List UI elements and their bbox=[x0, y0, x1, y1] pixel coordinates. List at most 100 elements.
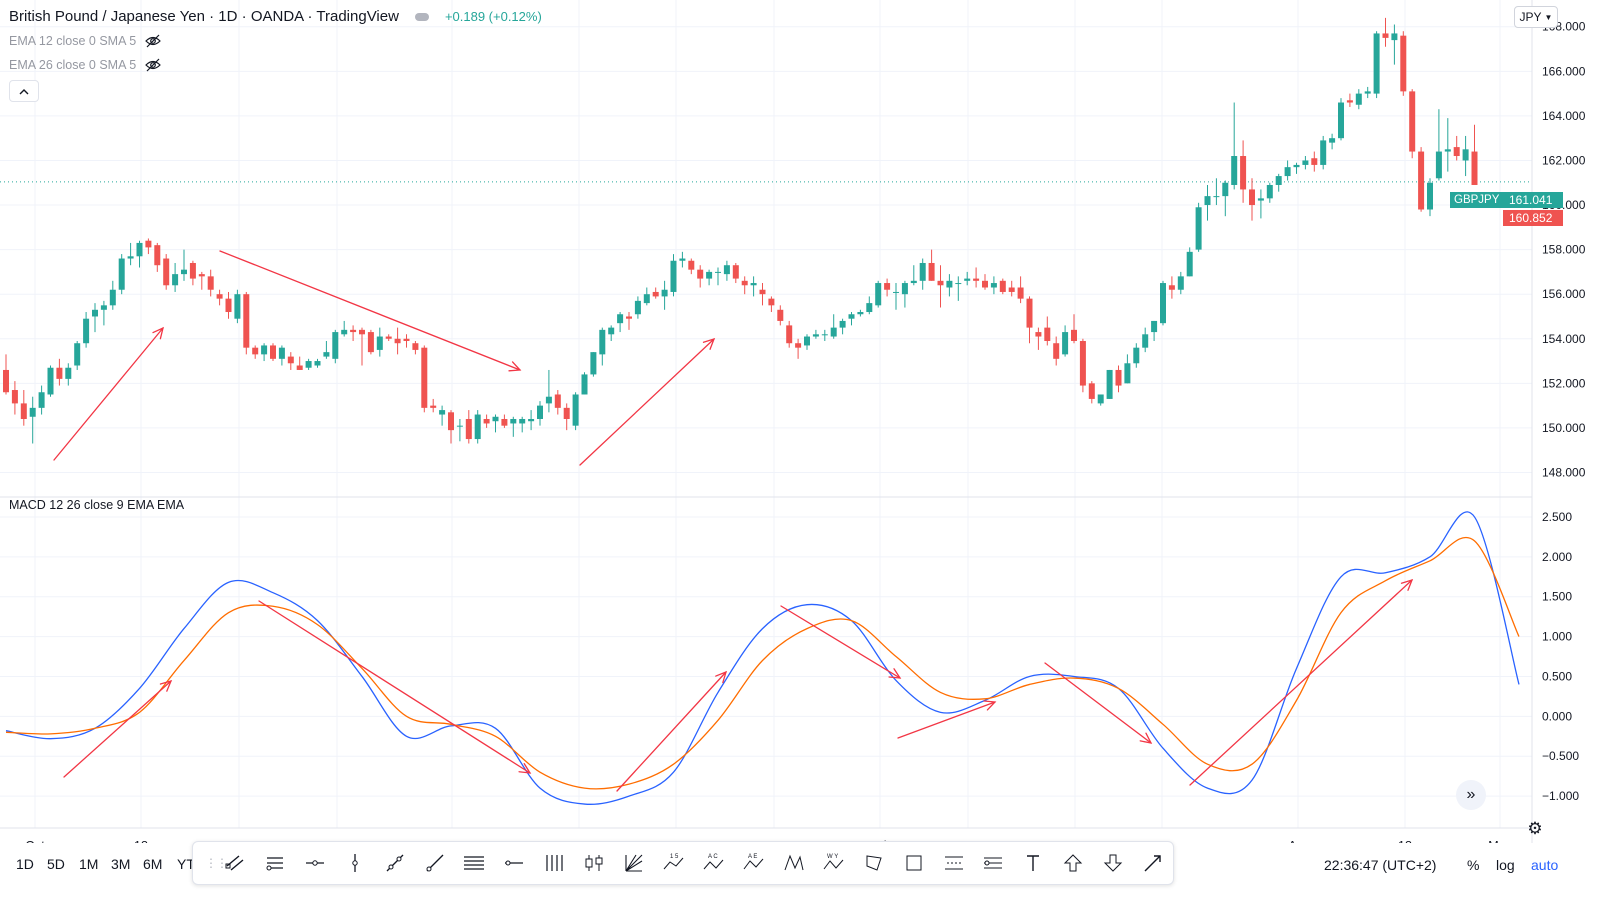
symbol-title[interactable]: British Pound / Japanese Yen · 1D · OAND… bbox=[9, 8, 399, 25]
gear-icon[interactable]: ⚙ bbox=[1527, 819, 1543, 838]
candle bbox=[3, 354, 9, 395]
chart-canvas[interactable]: 148.000 150.000 152.000 154.000 156.000 158.0… bbox=[0, 0, 1600, 843]
candle-body bbox=[314, 361, 321, 366]
horizontal-line-icon[interactable] bbox=[494, 845, 534, 881]
triangle-pattern-icon[interactable] bbox=[774, 845, 814, 881]
candle bbox=[839, 318, 846, 335]
candle bbox=[56, 358, 63, 386]
trend-angle-icon[interactable] bbox=[255, 845, 295, 881]
candle bbox=[1053, 336, 1060, 366]
date-range-icon[interactable] bbox=[934, 845, 974, 881]
xabcd-pattern-icon[interactable]: 1 5 bbox=[654, 845, 694, 881]
candle-body bbox=[706, 271, 713, 279]
vertical-lines-icon[interactable] bbox=[534, 845, 574, 881]
log-toggle[interactable]: log bbox=[1496, 857, 1515, 873]
candle-body bbox=[74, 343, 81, 366]
rectangle-icon[interactable] bbox=[894, 845, 934, 881]
trend-line-icon[interactable] bbox=[375, 845, 415, 881]
candle bbox=[741, 276, 748, 295]
candle bbox=[1115, 365, 1122, 393]
candle-body bbox=[866, 303, 873, 313]
candle-body bbox=[47, 367, 54, 395]
trend-arrow bbox=[616, 670, 728, 792]
clock[interactable]: 22:36:47 (UTC+2) bbox=[1324, 857, 1437, 873]
candle bbox=[465, 410, 472, 444]
candle-body bbox=[1231, 156, 1238, 185]
candle bbox=[234, 289, 241, 324]
candle-body bbox=[189, 262, 196, 279]
timeframe-3m[interactable]: 3M bbox=[111, 856, 131, 872]
arrow-icon[interactable] bbox=[1133, 845, 1173, 881]
candle-body bbox=[350, 329, 357, 333]
trend-arrows bbox=[53, 250, 1414, 792]
candle-body bbox=[181, 269, 187, 275]
candle-body bbox=[804, 336, 810, 346]
vertical-line-icon[interactable] bbox=[335, 845, 375, 881]
candle-body bbox=[1035, 332, 1042, 337]
candle bbox=[617, 312, 624, 333]
ema26-legend[interactable]: EMA 26 close 0 SMA 5 bbox=[9, 58, 162, 72]
parallel-channel-icon[interactable] bbox=[215, 845, 255, 881]
candle bbox=[990, 276, 997, 295]
macd-legend[interactable]: MACD 12 26 close 9 EMA EMA bbox=[9, 498, 185, 512]
timeframe-5d[interactable]: 5D bbox=[47, 856, 65, 872]
macd-tick-label: 2.000 bbox=[1542, 550, 1572, 564]
eye-hidden-icon[interactable] bbox=[144, 58, 162, 72]
abc-pattern-icon[interactable]: A C bbox=[694, 845, 734, 881]
candle bbox=[1329, 133, 1336, 150]
candles-pattern-icon[interactable] bbox=[574, 845, 614, 881]
candle bbox=[706, 269, 713, 286]
timeframe-6m[interactable]: 6M bbox=[143, 856, 163, 872]
percent-toggle[interactable]: % bbox=[1467, 857, 1480, 873]
ray-icon[interactable] bbox=[415, 845, 455, 881]
candle-body bbox=[278, 347, 285, 359]
candle-body bbox=[1071, 329, 1077, 341]
horizontal-ray-icon[interactable] bbox=[295, 845, 335, 881]
elliott-wave-icon[interactable]: A E bbox=[734, 845, 774, 881]
macd-tick-label: 1.000 bbox=[1542, 630, 1572, 644]
currency-selector[interactable]: JPY ▼ bbox=[1514, 6, 1558, 28]
candle bbox=[403, 334, 410, 348]
polyline-icon[interactable] bbox=[854, 845, 894, 881]
last-price-tag: 161.041 bbox=[1503, 192, 1563, 208]
horizontal-lines-icon[interactable] bbox=[455, 845, 495, 881]
price-change: +0.189 (+0.12%) bbox=[444, 9, 542, 24]
candle bbox=[83, 312, 90, 348]
eye-hidden-icon[interactable] bbox=[144, 34, 162, 48]
ema12-legend[interactable]: EMA 12 close 0 SMA 5 bbox=[9, 34, 162, 48]
candle-body bbox=[839, 320, 846, 328]
candle bbox=[421, 345, 428, 413]
candle bbox=[955, 276, 962, 301]
timeframe-1m[interactable]: 1M bbox=[79, 856, 99, 872]
drag-handle-icon[interactable]: ⋮⋮ bbox=[205, 856, 228, 870]
candle bbox=[901, 280, 908, 308]
candle-body bbox=[1249, 189, 1255, 206]
candle-body bbox=[225, 298, 232, 313]
candle bbox=[1204, 184, 1211, 221]
arrow-down-icon[interactable] bbox=[1093, 845, 1133, 881]
scroll-to-realtime-button[interactable]: » bbox=[1456, 780, 1486, 810]
candle-body bbox=[1053, 343, 1060, 359]
price-range-icon[interactable] bbox=[974, 845, 1014, 881]
candle bbox=[474, 410, 481, 444]
candle-body bbox=[38, 392, 45, 408]
candle bbox=[1444, 118, 1451, 172]
symbol-legend[interactable]: British Pound / Japanese Yen · 1D · OAND… bbox=[9, 8, 542, 25]
candle bbox=[919, 258, 926, 290]
auto-toggle[interactable]: auto bbox=[1531, 857, 1559, 873]
candle bbox=[1302, 156, 1309, 170]
arrow-up-icon[interactable] bbox=[1053, 845, 1093, 881]
candle-body bbox=[127, 256, 134, 259]
collapse-legend-button[interactable] bbox=[9, 80, 39, 102]
timeframe-1d[interactable]: 1D bbox=[16, 856, 34, 872]
fib-fan-icon[interactable] bbox=[614, 845, 654, 881]
candle bbox=[65, 363, 72, 386]
candle-body bbox=[1338, 102, 1344, 139]
wxy-pattern-icon[interactable]: W Y bbox=[814, 845, 854, 881]
candle-body bbox=[777, 309, 784, 321]
minus-icon[interactable] bbox=[414, 12, 429, 21]
candle bbox=[937, 265, 944, 308]
text-icon[interactable] bbox=[1013, 845, 1053, 881]
candle bbox=[1462, 135, 1469, 177]
candle bbox=[359, 327, 365, 366]
